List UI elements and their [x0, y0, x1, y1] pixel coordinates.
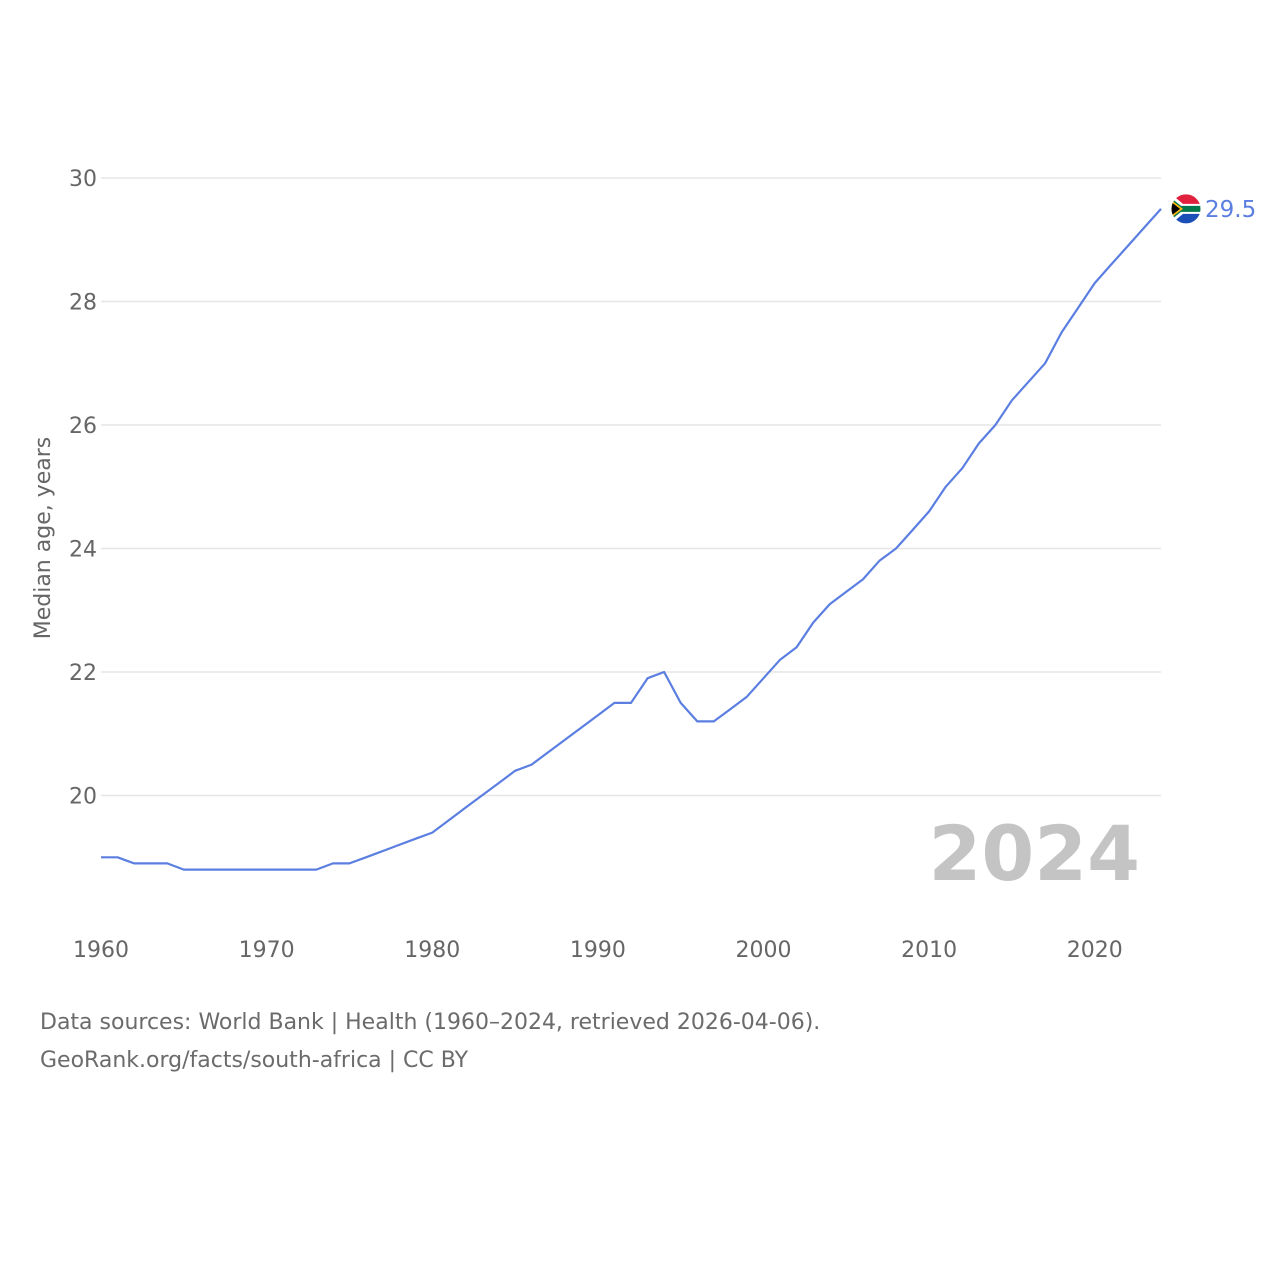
grid-lines [101, 177, 1161, 797]
year-watermark: 2024 [928, 809, 1140, 898]
y-tick-label-24: 24 [69, 538, 97, 563]
series-group [101, 208, 1162, 871]
y-tick-label-28: 28 [69, 291, 97, 316]
south-africa-flag-icon [1170, 193, 1202, 225]
x-tick-label-1970: 1970 [239, 938, 295, 963]
y-tick-label-30: 30 [69, 167, 97, 192]
flag-green-band [1171, 197, 1201, 220]
y-tick-label-20: 20 [69, 785, 97, 810]
y-tick-label-26: 26 [69, 414, 97, 439]
y-axis-ticks: 20 22 24 26 28 30 [69, 167, 97, 810]
x-tick-label-2020: 2020 [1067, 938, 1123, 963]
x-tick-label-2000: 2000 [736, 938, 792, 963]
attribution-link[interactable]: GeoRank.org/facts/south-africa | CC BY [40, 1048, 469, 1073]
series-line-south-africa [101, 208, 1162, 871]
y-axis-title: Median age, years [31, 437, 56, 640]
flag-body [1171, 193, 1201, 224]
x-tick-label-1980: 1980 [404, 938, 460, 963]
data-sources-text: Data sources: World Bank | Health (1960–… [40, 1010, 821, 1035]
footer: Data sources: World Bank | Health (1960–… [40, 1004, 820, 1080]
flag-black-triangle [1171, 201, 1180, 216]
x-tick-label-2010: 2010 [901, 938, 957, 963]
x-axis-ticks: 1960 1970 1980 1990 2000 2010 2020 [73, 938, 1123, 963]
x-tick-label-1960: 1960 [73, 938, 129, 963]
flag-outline [1170, 193, 1202, 225]
y-tick-label-22: 22 [69, 661, 97, 686]
x-tick-label-1990: 1990 [570, 938, 626, 963]
end-value-label: 29.5 [1205, 197, 1256, 223]
